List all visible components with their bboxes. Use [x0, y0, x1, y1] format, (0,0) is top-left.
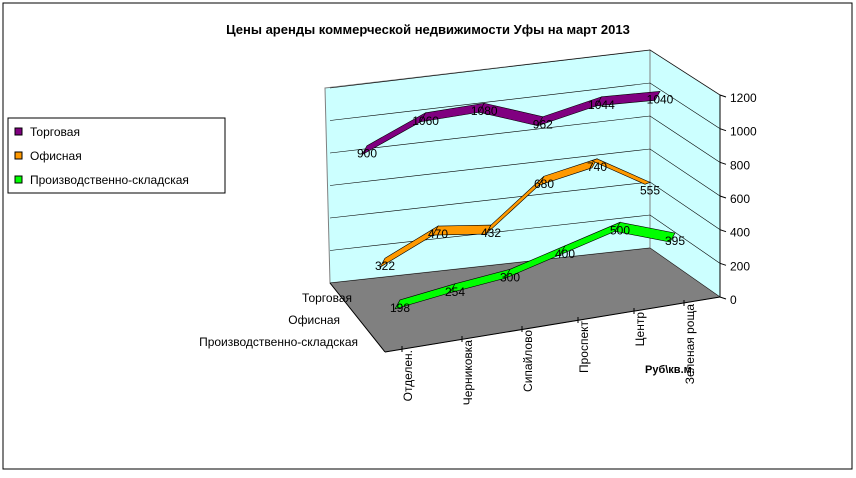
y-tick-label: 600 [730, 192, 750, 206]
y-tick [719, 195, 727, 199]
line-segment [538, 158, 598, 186]
gridline [329, 82, 721, 129]
gridline [329, 115, 721, 163]
category-label: Сипайлово [521, 330, 535, 392]
legend-swatch [14, 151, 23, 160]
data-label: 470 [428, 227, 448, 241]
category-label: Проспект [577, 321, 591, 374]
data-label: 254 [445, 285, 465, 299]
y-tick-label: 1200 [730, 91, 757, 105]
y-tick-label: 800 [730, 158, 750, 172]
data-label: 500 [610, 223, 630, 237]
data-label: 900 [357, 147, 377, 161]
legend-entry: Торговая [30, 125, 80, 139]
depth-axis [329, 282, 386, 353]
legend-entry: Производственно-складская [30, 173, 189, 187]
z-axis-label: Руб\кв.м. [645, 364, 695, 376]
y-tick [719, 296, 727, 300]
series-1 [379, 158, 651, 269]
depth-label: Офисная [288, 313, 340, 327]
series-0 [361, 90, 661, 156]
data-label: 1040 [647, 92, 674, 106]
category-label: Зеленая роща [683, 304, 697, 385]
gridline [329, 148, 721, 197]
line-segment [614, 221, 676, 243]
depth-label: Производственно-складская [199, 335, 358, 349]
line-segment [591, 158, 651, 185]
data-label: 740 [587, 160, 607, 174]
data-label: 680 [534, 177, 554, 191]
legend: Торговая Офисная Производственно-складская [7, 117, 226, 194]
data-label: 322 [375, 259, 395, 273]
data-label: 555 [640, 183, 660, 197]
data-label: 1080 [471, 104, 498, 118]
line-segment [595, 90, 661, 107]
y-tick-label: 400 [730, 226, 750, 240]
y-tick [719, 94, 727, 98]
y-tick [719, 161, 727, 165]
legend-box [7, 117, 226, 194]
y-tick [719, 229, 727, 233]
depth-label: Торговая [302, 291, 352, 305]
data-label: 198 [390, 301, 410, 315]
y-tick [719, 262, 727, 266]
data-label: 1060 [412, 114, 439, 128]
legend-swatch [14, 127, 23, 136]
gridline [329, 49, 721, 96]
y-tick-label: 200 [730, 259, 750, 273]
y-tick-label: 1000 [730, 125, 757, 139]
data-label: 962 [533, 118, 553, 132]
chart-title: Цены аренды коммерческой недвижимости Уф… [226, 22, 630, 37]
data-label: 400 [555, 247, 575, 261]
data-label: 432 [481, 226, 501, 240]
y-tick [719, 128, 727, 132]
legend-swatch [14, 175, 23, 184]
category-label: Центр [633, 312, 647, 347]
data-label: 395 [665, 234, 685, 248]
legend-entry: Офисная [30, 149, 82, 163]
category-label: Черниковка [461, 340, 475, 406]
series-2 [394, 221, 676, 310]
gridline [329, 214, 721, 264]
data-label: 300 [500, 270, 520, 284]
x-axis [384, 296, 721, 353]
category-label: Отделен. [401, 350, 415, 401]
y-tick-label: 0 [730, 293, 737, 307]
data-label: 1044 [588, 98, 615, 112]
